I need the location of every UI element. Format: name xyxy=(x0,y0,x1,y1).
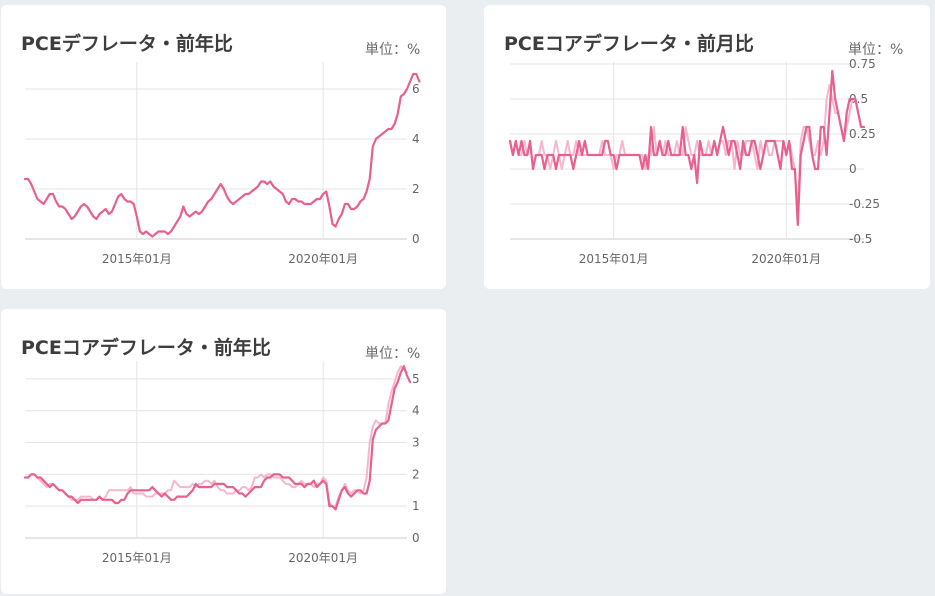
series-line-light xyxy=(24,365,408,508)
unit-label: 単位：% xyxy=(848,42,904,58)
pce-yoy-chart: 0 2 4 6 2015年01月 2020年01月 xyxy=(23,62,421,266)
y-tick-label: -0.25 xyxy=(849,197,880,211)
x-tick-label: 2020年01月 xyxy=(288,551,358,565)
chart-card-core-yoy: PCEコアデフレータ・前年比 単位：% 0 1 2 3 4 5 2015年01月 2020年0… xyxy=(1,309,446,594)
chart-card-core-mom: PCEコアデフレータ・前月比 単位：% 0.75 0.5 0.25 0 -0.25 -0.… xyxy=(484,5,930,289)
y-tick-label: 0.25 xyxy=(849,127,876,141)
y-tick-label: 4 xyxy=(412,404,420,418)
y-tick-label: 6 xyxy=(412,82,420,96)
x-tick-label: 2020年01月 xyxy=(751,252,821,266)
chart-title: PCEコアデフレータ・前年比 xyxy=(21,337,271,359)
y-tick-label: 0 xyxy=(412,531,420,545)
chart-card-pce-yoy: PCEデフレータ・前年比 単位：% 0 2 4 6 2015年01月 2020年01月 xyxy=(1,5,446,289)
series-line xyxy=(508,69,866,227)
x-tick-label: 2020年01月 xyxy=(288,252,358,266)
core-mom-chart: 0.75 0.5 0.25 0 -0.25 -0.5 2015年01月 2020年01月 xyxy=(508,57,880,266)
y-tick-label: 0 xyxy=(412,232,420,246)
y-tick-label: 3 xyxy=(412,436,420,450)
y-tick-label: 4 xyxy=(412,132,420,146)
y-tick-label: 2 xyxy=(412,467,420,481)
x-tick-label: 2015年01月 xyxy=(102,252,172,266)
x-tick-label: 2015年01月 xyxy=(579,252,649,266)
x-tick-label: 2015年01月 xyxy=(102,551,172,565)
y-tick-label: 2 xyxy=(412,182,420,196)
y-tick-label: 0.5 xyxy=(849,92,868,106)
chart-title: PCEデフレータ・前年比 xyxy=(21,33,233,55)
core-yoy-chart: 0 1 2 3 4 5 2015年01月 2020年01月 xyxy=(23,361,420,565)
y-tick-label: -0.5 xyxy=(849,232,872,246)
y-tick-label: 0 xyxy=(849,162,857,176)
series-line-light xyxy=(509,84,865,212)
series-line xyxy=(23,365,412,511)
unit-label: 単位：% xyxy=(365,42,421,58)
chart-title: PCEコアデフレータ・前月比 xyxy=(504,33,754,55)
y-tick-label: 0.75 xyxy=(849,57,876,71)
y-tick-label: 5 xyxy=(412,372,420,386)
series-line xyxy=(23,72,421,238)
y-tick-label: 1 xyxy=(412,499,420,513)
unit-label: 単位：% xyxy=(365,346,421,362)
